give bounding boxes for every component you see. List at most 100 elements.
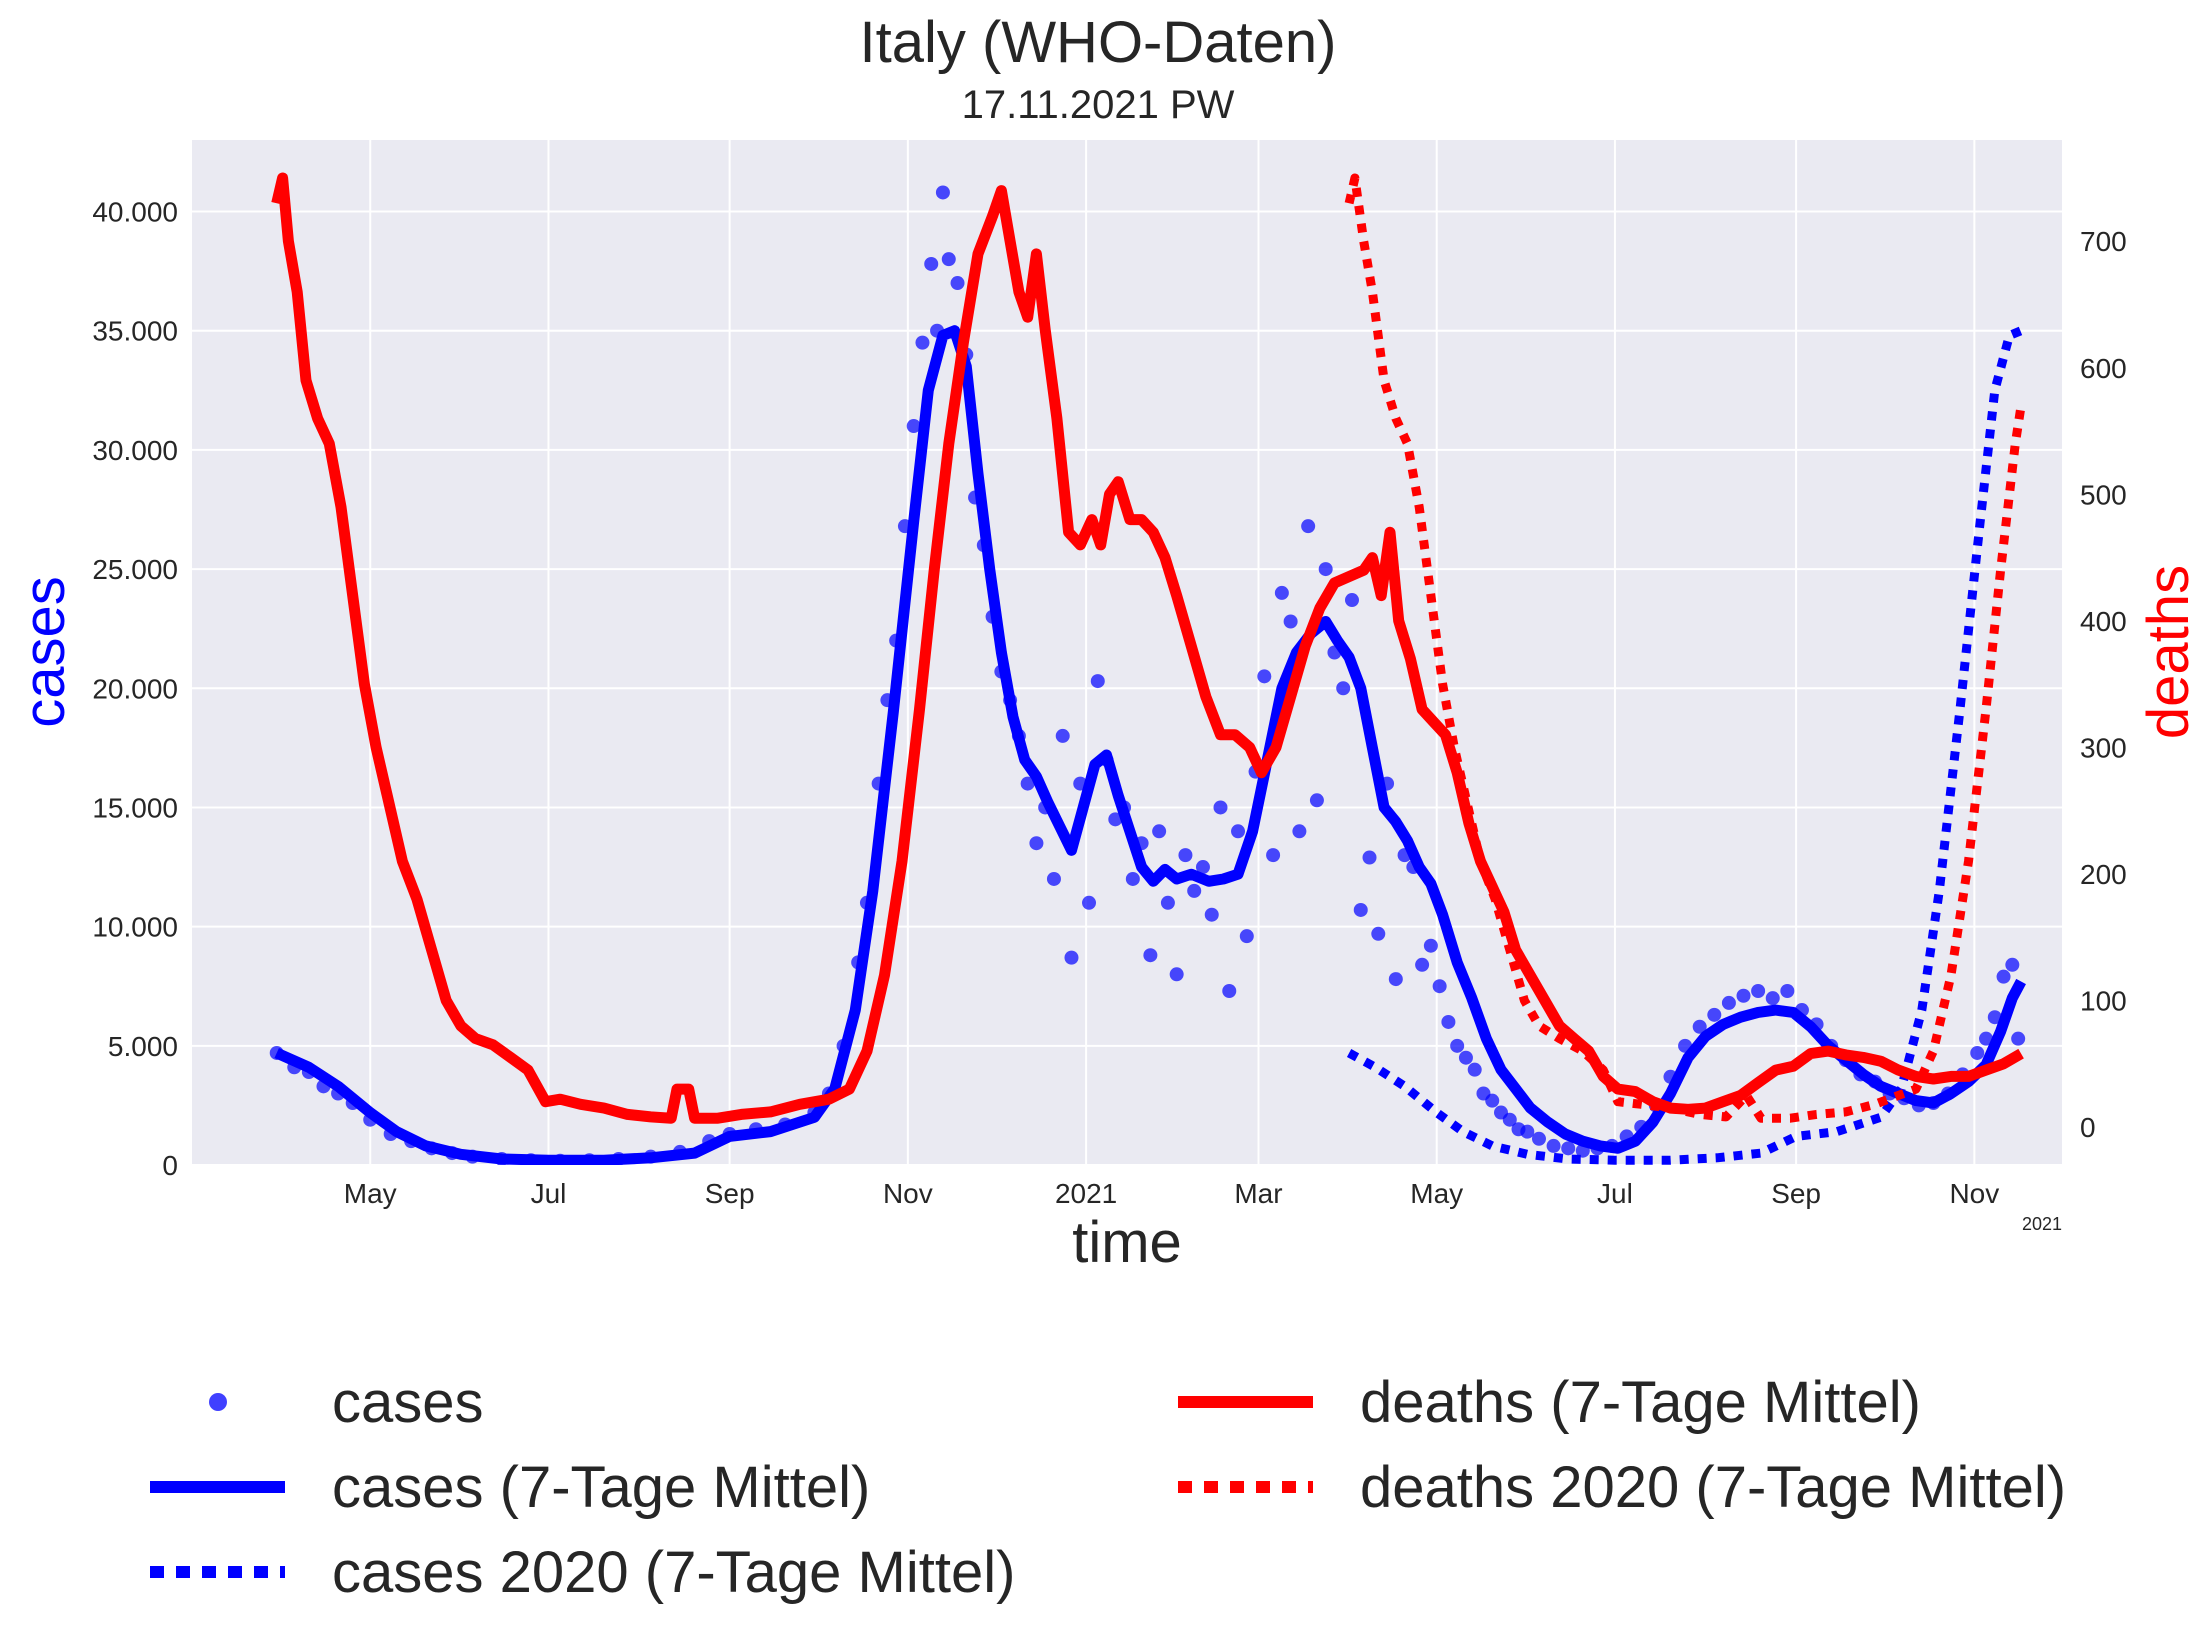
data-point	[1736, 988, 1751, 1003]
data-point	[1336, 681, 1351, 696]
data-point	[1178, 848, 1193, 863]
data-point	[1274, 585, 1289, 600]
legend-item: cases 2020 (7-Tage Mittel)	[150, 1540, 1015, 1605]
data-point	[1143, 948, 1158, 963]
data-point	[1388, 972, 1403, 987]
data-point	[1561, 1141, 1576, 1156]
plot-area	[192, 140, 2062, 1165]
series-line	[1344, 173, 2026, 1123]
data-point	[1266, 848, 1281, 863]
data-point	[1531, 1131, 1546, 1146]
data-point	[906, 419, 921, 434]
y-tick-label: 20.000	[92, 673, 178, 704]
data-point	[1371, 926, 1386, 941]
x-axis-ticks: May Jul Sep Nov 2021 Mar May Jul Sep Nov	[344, 1178, 1999, 1209]
x-tick-label: Mar	[1234, 1178, 1282, 1209]
data-point	[935, 185, 950, 200]
legend: cases cases (7-Tage Mittel) cases 2020 (7-…	[150, 1370, 2066, 1605]
data-point	[1485, 1093, 1500, 1108]
x-tick-label: Nov	[883, 1178, 933, 1209]
y-tick-label: 15.000	[92, 792, 178, 823]
data-point	[1721, 995, 1736, 1010]
legend-item: cases	[209, 1370, 484, 1435]
x-tick-label: Sep	[1771, 1178, 1821, 1209]
data-point	[1239, 929, 1254, 944]
data-point	[1187, 883, 1202, 898]
legend-label: deaths 2020 (7-Tage Mittel)	[1360, 1455, 2066, 1520]
data-point	[1441, 1014, 1456, 1029]
y-axis-label: cases	[12, 576, 77, 728]
series-deaths-2020-7-tage-mittel	[1344, 173, 2026, 1123]
y2-axis-ticks: 0 100 200 300 400 500 600 700	[2080, 226, 2127, 1143]
y-tick-label: 25.000	[92, 554, 178, 585]
legend-label: cases	[332, 1370, 484, 1435]
data-point	[1020, 776, 1035, 791]
y-tick-label: 35.000	[92, 316, 178, 347]
data-point	[1707, 1007, 1722, 1022]
data-point	[1979, 1031, 1994, 1046]
data-point	[1520, 1124, 1535, 1139]
data-point	[1309, 793, 1324, 808]
y2-tick-label: 0	[2080, 1112, 2096, 1143]
data-point	[1204, 907, 1219, 922]
data-point	[1090, 674, 1105, 689]
y2-tick-label: 400	[2080, 606, 2127, 637]
series-cases-2020-7-tage-mittel	[1346, 326, 2023, 1165]
data-point	[1450, 1038, 1465, 1053]
data-point	[1780, 983, 1795, 998]
data-point	[2005, 957, 2020, 972]
data-point	[1996, 969, 2011, 984]
y-tick-label: 40.000	[92, 197, 178, 228]
data-point	[924, 256, 939, 271]
data-point	[1108, 812, 1123, 827]
data-point	[1692, 1019, 1707, 1034]
series-cases	[269, 185, 2026, 1165]
series-layer	[269, 172, 2026, 1165]
data-point	[1423, 938, 1438, 953]
series-cases-7-tage-mittel	[274, 325, 2026, 1165]
data-point	[1301, 519, 1316, 534]
data-point	[1222, 983, 1237, 998]
data-point	[1546, 1138, 1561, 1153]
data-point	[1987, 1010, 2002, 1025]
data-point	[1213, 800, 1228, 815]
y2-tick-label: 200	[2080, 859, 2127, 890]
data-point	[915, 335, 930, 350]
x-tick-label: Jul	[531, 1178, 567, 1209]
legend-label: cases 2020 (7-Tage Mittel)	[332, 1540, 1015, 1605]
data-point	[1751, 983, 1766, 998]
y-tick-label: 10.000	[92, 912, 178, 943]
data-point	[941, 252, 956, 267]
y2-axis-label: deaths	[2136, 565, 2197, 739]
y2-tick-label: 300	[2080, 732, 2127, 763]
data-point	[1055, 728, 1070, 743]
x-axis-label: time	[1072, 1210, 1182, 1275]
data-point	[1432, 979, 1447, 994]
data-point	[1125, 871, 1140, 886]
x-offset-label: 2021	[2022, 1214, 2062, 1234]
data-point	[1765, 991, 1780, 1006]
data-point	[1970, 1045, 1985, 1060]
legend-item: deaths 2020 (7-Tage Mittel)	[1178, 1455, 2066, 1520]
data-point	[1318, 562, 1333, 577]
y2-tick-label: 500	[2080, 479, 2127, 510]
y2-tick-label: 100	[2080, 985, 2127, 1016]
x-tick-label: Jul	[1597, 1178, 1633, 1209]
data-point	[1353, 902, 1368, 917]
y-tick-label: 5.000	[108, 1031, 178, 1062]
x-tick-label: Sep	[705, 1178, 755, 1209]
x-tick-label: May	[344, 1178, 397, 1209]
data-point	[1502, 1112, 1517, 1127]
legend-marker	[209, 1393, 227, 1411]
data-point	[1160, 895, 1175, 910]
series-line	[1346, 326, 2023, 1165]
y2-tick-label: 700	[2080, 226, 2127, 257]
x-tick-label: 2021	[1055, 1178, 1117, 1209]
legend-label: deaths (7-Tage Mittel)	[1360, 1370, 1921, 1435]
y-tick-label: 0	[162, 1150, 178, 1181]
data-point	[1082, 895, 1097, 910]
data-point	[1029, 836, 1044, 851]
data-point	[1458, 1050, 1473, 1065]
